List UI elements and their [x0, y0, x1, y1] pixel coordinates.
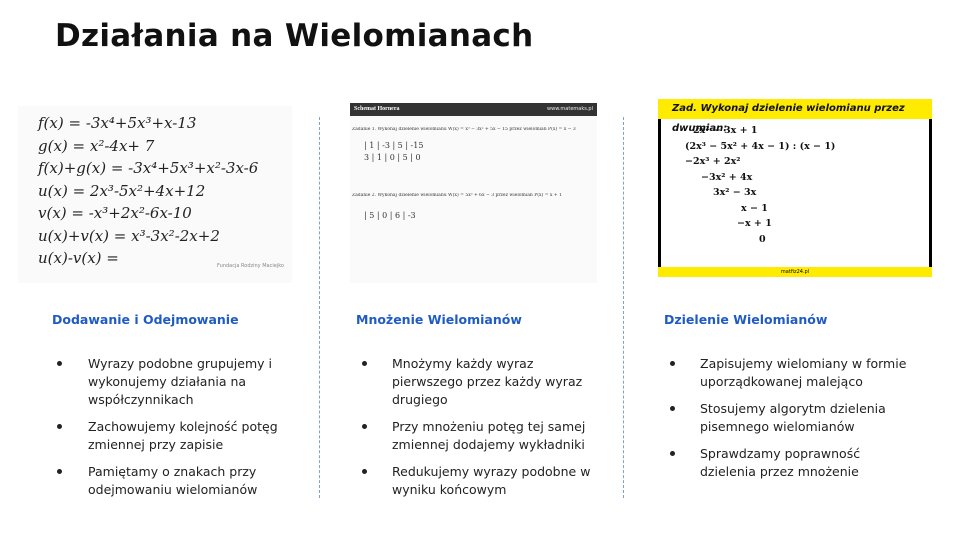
math-line: f(x)+g(x) = -3x⁴+5x³+x²-3x-6 [38, 159, 259, 177]
image-header: Schemat Hornera [350, 103, 597, 116]
bullet-dot [362, 361, 367, 366]
bullet-text: Sprawdzamy poprawność dzielenia przez mn… [700, 446, 861, 479]
bullet-text: Wyrazy podobne grupujemy i wykonujemy dz… [88, 356, 272, 407]
text-line: | 5 | 0 | 6 | -3 [364, 211, 416, 220]
bullet-dot [362, 424, 367, 429]
math-line: u(x)+v(x) = x³-3x²-2x+2 [38, 226, 220, 245]
bullet-text: Pamiętamy o znakach przy odejmowaniu wie… [88, 464, 258, 497]
column-heading: Dzielenie Wielomianów [664, 312, 828, 327]
bullet-text: Zachowujemy kolejność potęg zmiennej prz… [88, 419, 278, 452]
image-caption: Fundacja Rodziny Maciejko [217, 263, 284, 269]
image: f(x) = -3x⁴+5x³+x-13 g(x) = x²-4x+ 7 f(x)+… [18, 106, 292, 283]
math-line: g(x) = x²-4x+ 7 [38, 136, 155, 155]
column-heading: Dodawanie i Odejmowanie [52, 312, 239, 327]
bullet-dot [57, 361, 62, 366]
image-board: 2x² − 3x + 1 (2x³ − 5x² + 4x − 1) : (x − … [661, 119, 929, 267]
math-line: −3x² + 4x [701, 171, 753, 183]
math-line: u(x) = 2x³-5x²+4x+12 [38, 181, 206, 200]
bullet-text: Mnożymy każdy wyraz pierwszego przez każ… [392, 356, 583, 407]
text-line: Zadanie 2. Wykonaj dzielenie wielomianu … [352, 193, 562, 198]
image-header: Zad. Wykonaj dzielenie wielomianu przez … [658, 99, 932, 134]
bullet-dot [670, 361, 675, 366]
title: Działania na Wielomianach [55, 18, 534, 54]
text-line: 3 | 1 | 0 | 5 | 0 [364, 153, 421, 162]
image-site: www.matemaks.pl [547, 106, 593, 112]
column-heading: Mnożenie Wielomianów [356, 312, 522, 327]
image: Schemat Hornera www.matemaks.pl Zadanie 1.… [350, 103, 597, 283]
bullet-text: Zapisujemy wielomiany w formie uporządko… [700, 356, 907, 389]
bullet-dot [57, 469, 62, 474]
math-line: (2x³ − 5x² + 4x − 1) : (x − 1) [685, 140, 836, 152]
text-line: | 1 | -3 | 5 | -15 [364, 141, 424, 150]
bullet-dot [670, 406, 675, 411]
math-line: v(x) = -x³+2x²-6x-10 [38, 204, 192, 222]
math-line: f(x) = -3x⁴+5x³+x-13 [38, 114, 197, 132]
bullet-text: Redukujemy wyrazy podobne w wyniku końco… [392, 464, 591, 497]
divider [319, 117, 320, 498]
math-line: −x + 1 [737, 218, 772, 229]
text-line: Zadanie 1. Wykonaj dzielenie wielomianu … [352, 127, 576, 132]
math-line: 2x² − 3x + 1 [693, 125, 757, 136]
bullet-dot [670, 451, 675, 456]
bullet-dot [362, 469, 367, 474]
bullet-dot [57, 424, 62, 429]
bullet-text: Przy mnożeniu potęg tej samej zmiennej d… [392, 419, 586, 452]
math-line: 0 [759, 233, 766, 245]
image: 2x² − 3x + 1 (2x³ − 5x² + 4x − 1) : (x − … [658, 99, 932, 277]
math-line: −2x³ + 2x² [685, 156, 741, 167]
math-line: 3x² − 3x [713, 187, 757, 198]
bullet-text: Stosujemy algorytm dzielenia pisemnego w… [700, 401, 886, 434]
image-site: matfiz24.pl [658, 267, 932, 277]
math-line: u(x)-v(x) = [38, 249, 119, 267]
math-line: x − 1 [741, 202, 768, 214]
divider [623, 117, 624, 498]
